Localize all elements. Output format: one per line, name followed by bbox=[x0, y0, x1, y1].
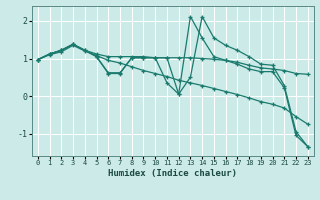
X-axis label: Humidex (Indice chaleur): Humidex (Indice chaleur) bbox=[108, 169, 237, 178]
